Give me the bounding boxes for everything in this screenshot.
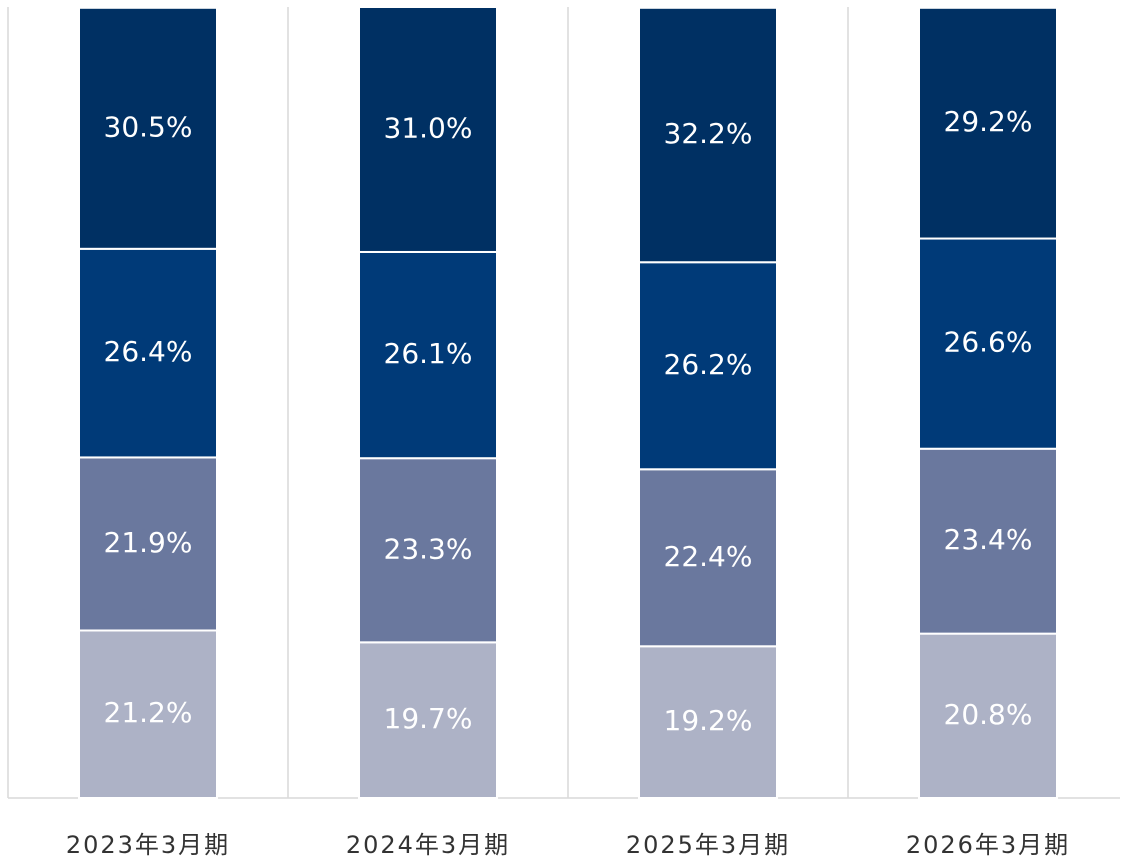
bar-segment [78,629,218,799]
bar-segment [638,261,778,471]
x-tick-label: 2023年3月期 [66,831,230,859]
data-label: 26.2% [664,348,753,381]
bar-segment [638,6,778,264]
x-tick-label: 2026年3月期 [906,831,1070,859]
x-tick-label: 2024年3月期 [346,831,510,859]
data-label: 29.2% [944,105,1033,138]
bar-segment [78,456,218,632]
bar-segment [358,6,498,253]
bar-segment [918,237,1058,450]
data-label: 26.6% [944,326,1033,359]
data-label: 23.3% [384,532,473,565]
data-label: 22.4% [664,540,753,573]
data-label: 31.0% [384,111,473,144]
bar-segment [638,468,778,648]
x-tick-label: 2025年3月期 [626,831,790,859]
bar-segment [78,6,218,250]
data-label: 20.8% [944,698,1033,731]
data-label: 23.4% [944,523,1033,556]
data-label: 26.1% [384,337,473,370]
bar-segment [638,645,778,799]
data-label: 30.5% [104,110,193,143]
data-label: 21.2% [104,696,193,729]
data-label: 19.7% [384,702,473,735]
data-label: 21.9% [104,526,193,559]
data-label: 26.4% [104,335,193,368]
data-label: 19.2% [664,704,753,737]
bar-segment [358,250,498,460]
data-label: 32.2% [664,117,753,150]
bar-segment [918,632,1058,799]
bar-segment [918,6,1058,240]
bar-segment [918,447,1058,635]
